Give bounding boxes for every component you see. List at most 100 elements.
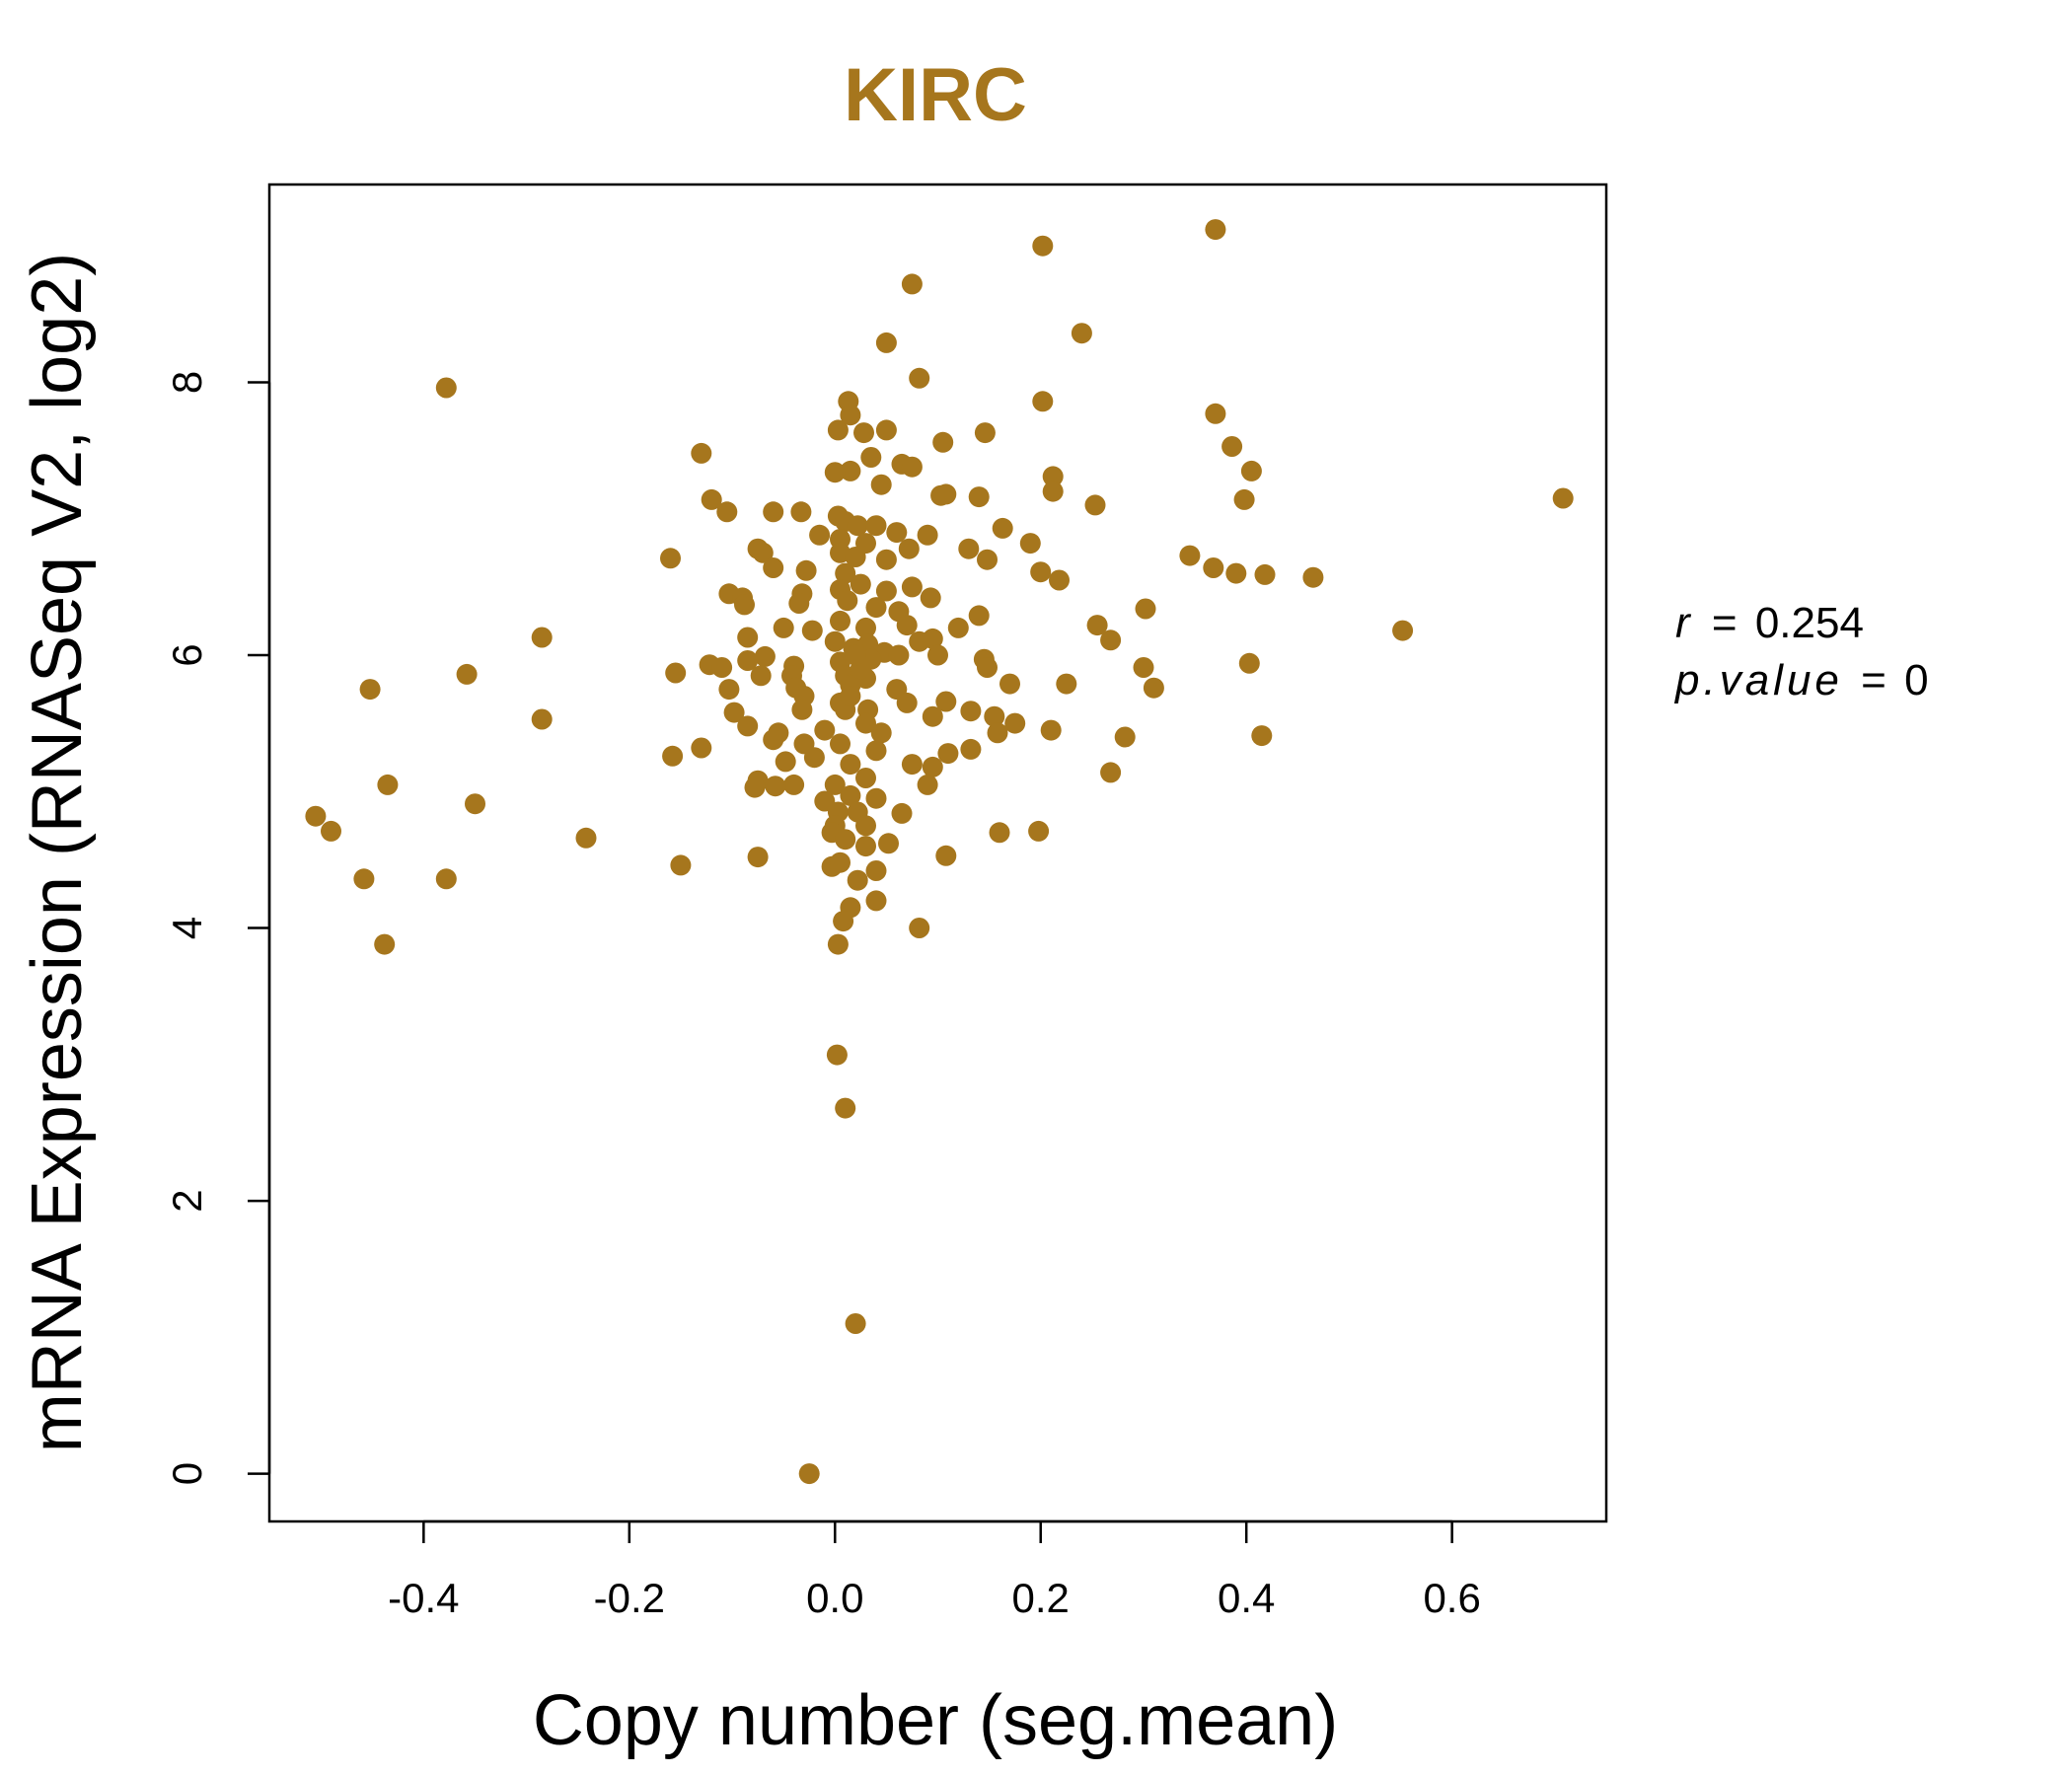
data-point: [754, 645, 776, 667]
data-point: [1135, 598, 1156, 620]
data-point: [840, 754, 861, 776]
data-point: [763, 557, 784, 578]
data-point: [1056, 673, 1077, 695]
x-tick-label: 0.0: [806, 1575, 863, 1621]
data-point: [845, 644, 866, 666]
data-point: [1251, 725, 1273, 747]
data-point: [947, 617, 969, 638]
data-point: [891, 802, 913, 824]
data-point: [824, 774, 846, 795]
data-point: [775, 751, 796, 773]
data-point: [909, 918, 930, 938]
data-point: [837, 590, 858, 612]
data-point: [917, 524, 938, 546]
data-point: [847, 515, 868, 537]
data-point: [1203, 557, 1224, 578]
data-point: [853, 422, 874, 444]
data-point: [840, 686, 861, 706]
data-point: [958, 538, 980, 559]
data-point: [977, 549, 998, 570]
data-point: [845, 1313, 866, 1334]
data-point: [465, 793, 485, 815]
data-point: [888, 644, 910, 666]
data-point: [927, 644, 948, 666]
data-point: [737, 715, 759, 737]
data-point: [1254, 563, 1276, 585]
data-point: [875, 419, 897, 441]
data-point: [435, 377, 457, 399]
data-point: [835, 562, 856, 584]
x-tick-label: -0.4: [388, 1575, 459, 1621]
data-point: [878, 833, 899, 854]
data-points: [305, 219, 1574, 1485]
data-point: [922, 705, 943, 727]
data-point: [847, 869, 868, 891]
data-point: [840, 784, 861, 806]
data-point: [932, 431, 954, 453]
data-point: [827, 933, 849, 955]
data-point: [1030, 561, 1052, 583]
data-point: [960, 738, 982, 760]
data-point: [662, 745, 684, 767]
data-point: [701, 488, 722, 510]
data-point: [1032, 235, 1054, 257]
data-point: [1084, 494, 1106, 516]
data-point: [744, 777, 766, 798]
data-point: [974, 422, 996, 444]
data-point: [795, 559, 817, 581]
r-stat: r = 0.254: [1675, 599, 1864, 647]
data-point: [783, 774, 805, 795]
data-point: [737, 627, 759, 648]
data-point: [1133, 657, 1154, 678]
x-tick-label: -0.2: [594, 1575, 665, 1621]
data-point: [1221, 436, 1243, 457]
data-point: [875, 580, 897, 602]
data-point: [1086, 615, 1108, 636]
y-axis: 0 2 4 6 8: [164, 371, 271, 1485]
data-point: [798, 1463, 820, 1485]
data-point: [1205, 403, 1226, 424]
y-tick-label: 0: [164, 1462, 210, 1485]
data-point: [1028, 820, 1050, 842]
data-point: [830, 610, 851, 631]
data-point: [865, 860, 887, 881]
data-point: [665, 662, 687, 684]
data-point: [1143, 677, 1164, 699]
y-tick-label: 6: [164, 643, 210, 666]
data-point: [830, 851, 851, 873]
data-point: [992, 517, 1013, 539]
data-point: [791, 699, 813, 720]
data-point: [1032, 391, 1054, 412]
data-point: [830, 733, 851, 755]
data-point: [896, 692, 918, 713]
r-label: r: [1675, 599, 1694, 647]
data-point: [1071, 323, 1092, 344]
data-point: [999, 673, 1020, 695]
chart-title: KIRC: [844, 53, 1027, 137]
data-point: [1049, 569, 1070, 591]
data-point: [922, 756, 943, 777]
x-axis-title: Copy number (seg.mean): [533, 1681, 1338, 1760]
data-point: [896, 615, 918, 636]
data-point: [763, 501, 784, 523]
data-point: [575, 827, 597, 849]
data-point: [773, 617, 794, 638]
data-point: [855, 617, 876, 638]
data-point: [901, 456, 923, 478]
data-point: [359, 679, 381, 701]
data-point: [855, 836, 876, 857]
data-point: [855, 768, 876, 788]
data-point: [886, 522, 908, 544]
data-point: [865, 890, 887, 912]
data-point: [711, 657, 733, 678]
data-point: [855, 712, 876, 734]
data-point: [788, 593, 810, 614]
data-point: [987, 722, 1008, 744]
data-point: [1233, 488, 1255, 510]
data-point: [1240, 460, 1262, 481]
data-point: [935, 691, 957, 712]
data-point: [1238, 652, 1260, 674]
data-point: [747, 847, 769, 868]
y-axis-title: mRNA Expression (RNASeq V2, log2): [18, 253, 97, 1452]
